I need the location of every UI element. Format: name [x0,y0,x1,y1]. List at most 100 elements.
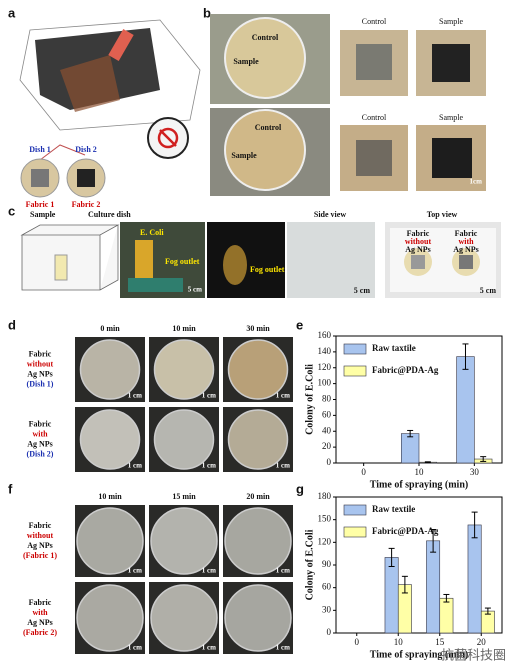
scale-label: 5 cm [188,286,202,294]
column-header: Control [362,17,387,26]
photo [210,14,486,196]
x-axis-label: Time of spraying (min) [370,649,468,660]
bar [467,524,482,634]
row-label: Fabric [29,521,52,530]
scale-label: 1 cm [202,644,216,652]
dish-label: Control [252,33,279,42]
scale-label: 1 cm [202,392,216,400]
view-label: Ag NPs [405,245,431,254]
row-label: with [32,429,48,438]
petri-dish [150,584,218,652]
x-tick-label: 10 [415,467,425,477]
y-tick-label: 140 [318,346,332,356]
view-label: without [405,237,432,246]
panel-label: a [8,5,16,20]
y-tick-label: 120 [318,536,332,546]
y-tick-label: 0 [327,457,332,467]
y-tick-label: 0 [327,627,332,637]
y-tick-label: 90 [322,559,332,569]
row-label: Fabric [29,419,52,428]
scale-label: 1 cm [276,567,290,575]
scale-label: 1 cm [128,567,142,575]
bar [456,356,475,464]
row-label: (Fabric 1) [23,551,57,560]
photo-label: Fog outlet [165,257,200,266]
dish-label: Sample [231,151,257,160]
scale-label: 1 cm [128,392,142,400]
view-label: Fabric [455,229,478,238]
dish-label: Control [255,123,282,132]
y-axis-label: Colony of E.Coli [304,364,315,435]
legend-label: Raw textile [372,504,415,514]
scale-label: 1 cm [276,392,290,400]
petri-dish [153,409,215,470]
x-tick-label: 30 [470,467,480,477]
row-label: Ag NPs [27,439,53,448]
bar [426,540,441,634]
scale-label: 1cm [470,178,483,186]
y-tick-label: 30 [322,604,332,614]
column-header: Sample [439,113,463,122]
y-tick-label: 180 [318,491,332,501]
x-tick-label: 0 [361,467,366,477]
dish-label: Dish 1 [29,145,51,154]
petri-dish [227,339,289,400]
petri-dish [150,507,218,575]
bar [400,433,420,464]
photo-label: E. Coli [140,228,164,237]
dish-label: Sample [233,57,259,66]
y-tick-label: 80 [322,394,332,404]
petri-dish [76,584,144,652]
scale-label: 1 cm [128,462,142,470]
y-tick-label: 150 [318,514,332,524]
legend-label: Fabric@PDA-Ag [372,526,439,536]
legend-label: Fabric@PDA-Ag [372,365,439,375]
column-header: 10 min [172,324,196,333]
fabric-illustration [19,19,201,198]
row-label: (Dish 1) [27,379,54,388]
view-label: Top view [427,210,458,219]
row-label: Ag NPs [27,541,53,550]
row-label: Ag NPs [27,369,53,378]
panel-label: e [296,317,303,332]
row-label: without [27,531,54,540]
panel-label: b [203,5,211,20]
view-label: with [458,237,474,246]
petri-dish [224,507,292,575]
x-tick-label: 10 [394,637,404,647]
petri-dish [224,584,292,652]
petri-dish [153,339,215,400]
row-label: Fabric [29,598,52,607]
bar [439,597,454,634]
x-tick-label: 0 [355,637,360,647]
row-label: Ag NPs [27,618,53,627]
diagram-label: Sample [30,210,56,219]
panel-label: f [8,481,13,496]
x-tick-label: 15 [435,637,445,647]
photo-label: Fog outlet [250,265,285,274]
petri-dish [79,409,141,470]
y-tick-label: 100 [318,378,332,388]
column-header: 30 min [246,324,270,333]
photo [20,222,501,298]
row-label: (Dish 2) [27,449,54,458]
scale-label: 1 cm [202,462,216,470]
column-header: 10 min [98,492,122,501]
x-axis-label: Time of spraying (min) [370,479,468,490]
scale-label: 1 cm [276,462,290,470]
legend-label: Raw taxtile [372,343,416,353]
petri-dish [227,409,289,470]
watermark: 抗菌科技圈 [441,649,506,664]
diagram-label: Culture dish [88,210,131,219]
y-axis-label: Colony of E.Coli [304,529,315,600]
fabric-label: Fabric 1 [26,200,55,209]
panel-label: c [8,203,15,218]
view-label: Fabric [407,229,430,238]
dish-label: Dish 2 [75,145,97,154]
column-header: 15 min [172,492,196,501]
legend-swatch [343,343,367,355]
y-tick-label: 60 [322,409,332,419]
panel-label: g [296,481,304,496]
view-label: Side view [314,210,346,219]
